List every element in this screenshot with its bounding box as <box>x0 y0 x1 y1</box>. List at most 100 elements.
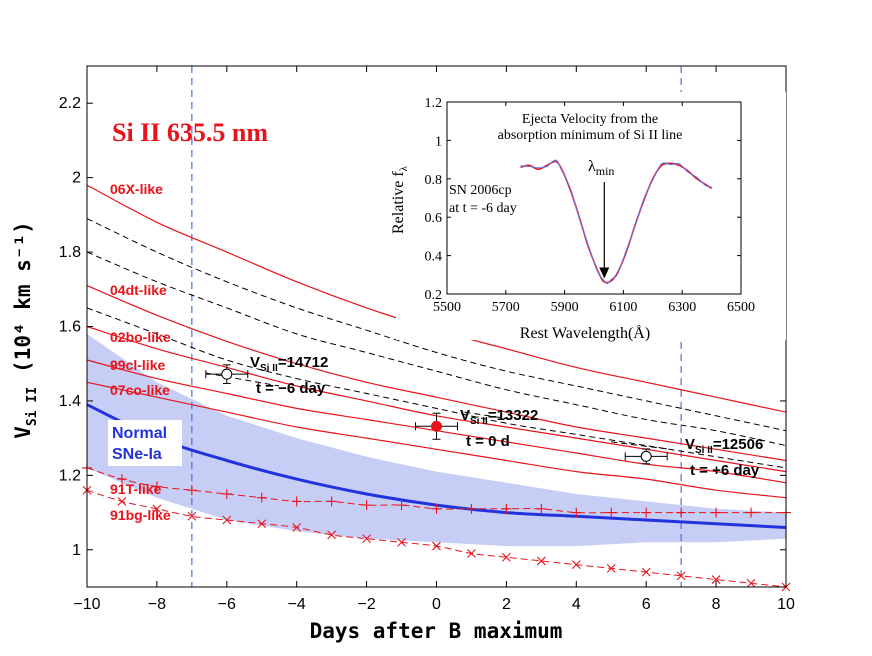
marker-91bg <box>117 497 127 506</box>
x-tick-label: −2 <box>357 596 375 613</box>
labels: Si II 635.5 nm 06X-like 04dt-like 02bo-l… <box>11 118 763 643</box>
y-tick-label: 1 <box>72 542 81 559</box>
label-91bg: 91bg-like <box>110 507 171 523</box>
marker-91bg <box>257 519 267 529</box>
inset-x-tick-label: 6500 <box>727 300 755 315</box>
inset-y-tick-label: 0.6 <box>425 211 443 226</box>
x-tick-label: 2 <box>502 596 511 613</box>
inset-y-tick-label: 0.8 <box>425 173 443 188</box>
marker-91bg <box>152 504 162 514</box>
marker-91bg <box>187 511 197 521</box>
inset-y-tick-label: 1.2 <box>425 96 443 111</box>
marker-91T <box>501 503 512 514</box>
inset-x-label: Rest Wavelength(Å) <box>520 324 650 342</box>
marker-91bg <box>362 534 371 544</box>
y-tick-label: 1.4 <box>59 393 81 410</box>
marker-91T <box>361 500 372 511</box>
marker-91T <box>326 496 337 507</box>
marker-91T <box>536 503 547 514</box>
point-0 <box>221 368 233 380</box>
label-02bo: 02bo-like <box>110 329 171 345</box>
connector-0 <box>205 372 280 387</box>
point-connector-segments <box>205 372 671 450</box>
series-91bg <box>82 485 791 592</box>
marker-91bg <box>327 530 337 540</box>
inset-epoch: at t = -6 day <box>449 201 517 216</box>
arrow-head <box>599 267 610 279</box>
label-07co: 07co-like <box>110 382 170 398</box>
black-dashed-curves <box>86 218 787 469</box>
y-tick-label: 2 <box>72 170 81 187</box>
marker-91bg <box>676 571 686 581</box>
red-curve-4 <box>86 381 787 499</box>
x-tick-label: 6 <box>642 596 651 613</box>
marker-91bg <box>502 552 511 562</box>
inset-spectrum-blue <box>520 159 712 285</box>
marker-91T <box>711 507 722 518</box>
inset-title-line2: absorption minimum of Si II line <box>498 128 683 143</box>
point1-vlabel: VSi II=14712 <box>250 354 328 374</box>
marker-91bg <box>746 578 756 588</box>
marker-91bg <box>641 567 651 577</box>
inset-x-tick-label: 6300 <box>668 300 696 315</box>
marker-91T <box>186 485 197 496</box>
inset-x-ticks: 5500 5700 5900 6100 6300 6500 <box>433 102 755 315</box>
inset-title-line1: Ejecta Velocity from the <box>522 112 658 127</box>
marker-91bg <box>397 537 406 547</box>
x-tick-label: −8 <box>148 596 166 613</box>
marker-91bg <box>536 556 546 566</box>
marker-91T <box>676 507 687 518</box>
dashed-curve-0 <box>86 218 787 432</box>
label-91T: 91T-like <box>110 481 162 497</box>
marker-91T <box>291 496 302 507</box>
connector-1 <box>464 411 514 421</box>
data-points <box>205 364 668 465</box>
inset-lambda-label: λmin <box>588 158 614 178</box>
inset-x-tick-label: 5700 <box>492 300 520 315</box>
dashed-curve-2 <box>86 307 787 469</box>
marker-91bg <box>292 523 302 532</box>
marker-91T <box>221 488 232 499</box>
svg-text:Relative fλ: Relative fλ <box>390 165 410 234</box>
y-tick-label: 1.2 <box>59 467 81 484</box>
marker-91T <box>431 503 442 514</box>
inset-x-tick-label: 5500 <box>433 300 461 315</box>
marker-91bg <box>432 541 441 551</box>
marker-91T <box>256 492 267 503</box>
x-tick-label: 10 <box>777 596 795 613</box>
inset-frame <box>446 101 742 295</box>
marker-91bg <box>606 564 616 573</box>
inset-y-tick-label: 0.2 <box>425 288 443 303</box>
normal-label-line2: SNe-Ia <box>112 446 162 463</box>
x-tick-label: 0 <box>432 596 441 613</box>
normal-label-line1: Normal <box>112 425 167 442</box>
point-2 <box>640 450 652 462</box>
point1-tlabel: t = −6 day <box>256 380 326 397</box>
x-axis-label: Days after B maximum <box>310 619 563 643</box>
inset-plot: 5500 5700 5900 6100 6300 6500 0.2 0.4 0.6 0.8 1 1.… <box>390 92 786 342</box>
normal-label-bg <box>108 420 182 466</box>
marker-91T <box>466 503 477 514</box>
y-tick-label: 2.2 <box>59 95 81 112</box>
y-tick-label: 1.6 <box>59 319 81 336</box>
inset-x-tick-label: 6100 <box>609 300 637 315</box>
inset-spectrum-red <box>520 160 713 284</box>
marker-91T <box>571 507 582 518</box>
x-axis-ticks: −10 −8 −6 −4 −2 0 2 4 6 8 10 <box>73 66 795 613</box>
chart-title: Si II 635.5 nm <box>112 118 268 147</box>
inset-y-tick-label: 0.4 <box>425 250 443 265</box>
x-tick-label: −10 <box>73 596 100 613</box>
marker-91bg <box>222 515 232 525</box>
red-curve-1 <box>86 285 787 462</box>
inset-y-ticks: 0.2 0.4 0.6 0.8 1 1.2 <box>425 96 741 303</box>
svg-text:VSi II(10⁴ km s⁻¹): VSi II(10⁴ km s⁻¹) <box>11 221 40 439</box>
marker-91T <box>116 474 127 485</box>
point2-tlabel: t = 0 d <box>466 433 510 450</box>
label-99cl: 99cl-like <box>110 357 165 373</box>
x-tick-label: −6 <box>218 596 236 613</box>
inset-background <box>396 92 786 340</box>
marker-91bg <box>711 575 721 584</box>
inset-y-label: Relative fλ <box>390 165 410 234</box>
marker-91T <box>746 507 757 518</box>
